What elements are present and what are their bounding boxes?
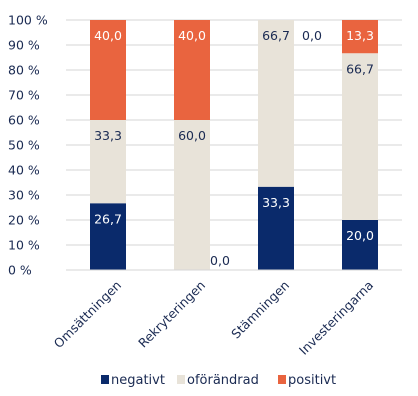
data-labels: 26,7 33,3 40,0 0,0 60,0 40,0 33,3 66,7 0,0 20,0 66… bbox=[94, 28, 374, 268]
data-label-negativt-1: 0,0 bbox=[210, 253, 230, 268]
bar-positivt-1 bbox=[174, 20, 210, 120]
y-tick-label: 20 % bbox=[8, 213, 40, 228]
data-label-oförändrad-0: 33,3 bbox=[94, 128, 122, 143]
bar-negativt-2 bbox=[258, 186, 294, 270]
bar-positivt-3 bbox=[342, 20, 378, 54]
legend-label-positivt: positivt bbox=[288, 373, 336, 388]
data-label-oförändrad-1: 60,0 bbox=[178, 128, 206, 143]
y-tick-label: 60 % bbox=[8, 113, 40, 128]
y-tick-label: 90 % bbox=[8, 38, 40, 53]
data-label-positivt-2: 0,0 bbox=[302, 28, 322, 43]
bars bbox=[90, 20, 378, 270]
y-tick-label: 0 % bbox=[8, 263, 32, 278]
data-label-negativt-0: 26,7 bbox=[94, 211, 122, 226]
x-axis: Omsättningen Rekryteringen Stämningen Inves… bbox=[51, 269, 402, 358]
legend-swatch-oförändrad bbox=[177, 375, 185, 384]
bar-positivt-0 bbox=[90, 20, 126, 120]
legend-swatch-positivt bbox=[278, 375, 286, 384]
data-label-oförändrad-3: 66,7 bbox=[346, 61, 374, 76]
x-tick-label: Omsättningen bbox=[51, 278, 124, 351]
data-label-positivt-1: 40,0 bbox=[178, 28, 206, 43]
legend-label-oförändrad: oförändrad bbox=[187, 373, 259, 388]
legend-swatch-negativt bbox=[101, 375, 109, 384]
y-tick-label: 100 % bbox=[8, 13, 48, 28]
data-label-positivt-0: 40,0 bbox=[94, 28, 122, 43]
data-label-positivt-3: 13,3 bbox=[346, 28, 374, 43]
y-tick-label: 70 % bbox=[8, 88, 40, 103]
data-label-oförändrad-2: 66,7 bbox=[262, 28, 290, 43]
x-tick-label: Stämningen bbox=[228, 278, 292, 342]
x-tick-label: Investeringarna bbox=[296, 278, 376, 358]
bar-oförändrad-0 bbox=[90, 120, 126, 204]
legend-label-negativt: negativt bbox=[111, 373, 165, 388]
data-label-negativt-2: 33,3 bbox=[262, 195, 290, 210]
bar-negativt-0 bbox=[90, 203, 126, 270]
y-tick-label: 80 % bbox=[8, 63, 40, 78]
bar-oförändrad-3 bbox=[342, 53, 378, 220]
y-tick-label: 50 % bbox=[8, 138, 40, 153]
bar-negativt-3 bbox=[342, 220, 378, 270]
data-label-negativt-3: 20,0 bbox=[346, 228, 374, 243]
bar-oförändrad-1 bbox=[174, 120, 210, 270]
bar-oförändrad-2 bbox=[258, 20, 294, 187]
y-tick-label: 10 % bbox=[8, 238, 40, 253]
x-tick-label: Rekryteringen bbox=[135, 278, 208, 351]
y-axis: 0 % 10 % 20 % 30 % 40 % 50 % 60 % 70 % 80 % 90 % 1… bbox=[8, 13, 48, 278]
y-tick-label: 30 % bbox=[8, 188, 40, 203]
legend: negativt oförändrad positivt bbox=[101, 373, 336, 388]
y-tick-label: 40 % bbox=[8, 163, 40, 178]
